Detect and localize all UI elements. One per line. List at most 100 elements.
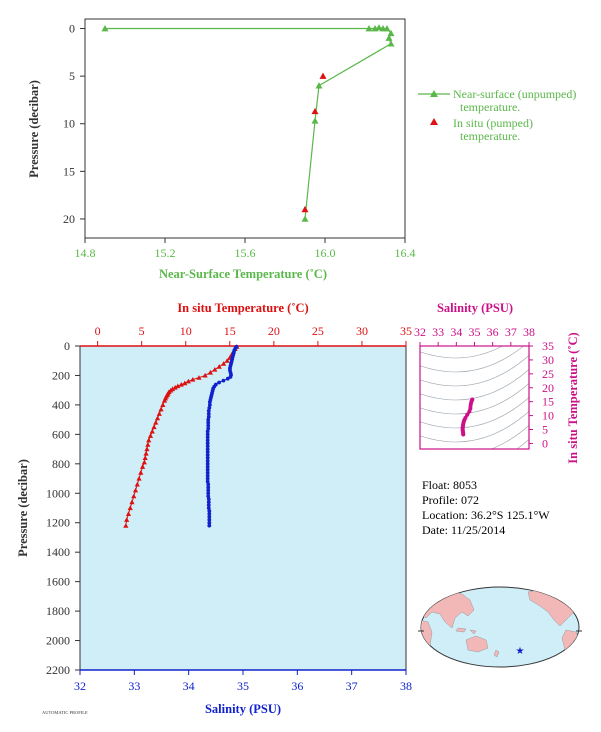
unpumped-temperature-line (105, 26, 392, 220)
temperature-profile-point (141, 459, 147, 465)
profile-number: Profile: 072 (422, 493, 479, 507)
temperature-profile-point (132, 487, 139, 493)
salinity-profile-point (205, 473, 210, 478)
pumped-temperature-point (311, 107, 319, 115)
temperature-profile-point (216, 364, 222, 369)
temperature-profile-point (185, 378, 191, 384)
profile-plot-area (79, 345, 407, 671)
legend-unpumped-marker (430, 90, 438, 97)
unpumped-temperature-point (311, 117, 319, 124)
salinity-axis-tick-label: 34 (183, 679, 195, 693)
temperature-profile-point (129, 499, 135, 505)
isopycnal-line (516, 439, 529, 449)
salinity-profile-point (206, 414, 211, 419)
temperature-axis-tick-label: 5 (139, 324, 145, 338)
salinity-profile-point (225, 376, 230, 381)
near-surface-y-axis-label: Pressure (decibar) (27, 80, 41, 178)
isopycnal-line (420, 397, 529, 429)
temperature-axis-tick-label: 25 (312, 324, 324, 338)
pumped-temperature-point (301, 205, 309, 213)
salinity-axis-tick-label: 36 (291, 679, 303, 693)
temperature-profile-point (153, 419, 159, 425)
temperature-profile-point (124, 517, 130, 522)
salinity-profile-point (206, 423, 211, 428)
legend-unpumped-label-cont: temperature. (460, 100, 520, 114)
ts-temperature-tick-label: 35 (542, 339, 554, 353)
temperature-profile-point (127, 505, 133, 511)
temperature-profile-point (221, 361, 227, 366)
footer-note: AUTOMATIC PROFILE (42, 710, 88, 715)
salinity-axis-tick-label: 38 (400, 679, 412, 693)
temperature-profile-point (139, 464, 146, 469)
salinity-profile-point (221, 378, 226, 383)
unpumped-temperature-point (387, 29, 395, 37)
salinity-profile-point (206, 503, 211, 507)
near-surface-x-tick-label: 16.0 (315, 246, 336, 260)
salinity-profile-point (206, 500, 211, 505)
temperature-profile-point (131, 493, 137, 499)
temperature-axis-tick-label: 10 (180, 324, 192, 338)
near-surface-y-tick-label: 5 (69, 69, 75, 83)
legend-pumped-label-cont: temperature. (460, 129, 520, 143)
salinity-profile-point (217, 380, 221, 385)
salinity-axis-tick-label: 37 (346, 679, 358, 693)
near-surface-y-tick-label: 0 (69, 22, 75, 36)
near-surface-x-tick-label: 14.8 (75, 246, 96, 260)
ts-temperature-tick-label: 30 (542, 353, 554, 367)
salinity-profile-point (205, 464, 210, 469)
salinity-profile-point (206, 494, 211, 499)
isopycnal-line (420, 411, 529, 443)
salinity-profile-point (205, 467, 210, 472)
salinity-profile-point (228, 375, 233, 379)
salinity-profile-point (205, 456, 210, 460)
near-surface-y-tick-label: 10 (63, 117, 75, 131)
ts-salinity-tick-label: 38 (523, 325, 535, 339)
salinity-profile-point (205, 435, 210, 440)
salinity-profile-point (207, 523, 212, 528)
salinity-profile-point (205, 429, 210, 434)
isopycnal-line (420, 383, 529, 415)
temperature-profile-point (224, 358, 230, 363)
pressure-axis-tick-label: 600 (52, 427, 70, 441)
salinity-axis-tick-label: 32 (74, 679, 86, 693)
salinity-profile-point (207, 509, 212, 513)
unpumped-temperature-point (385, 34, 393, 41)
temperature-profile-point (212, 366, 218, 372)
pressure-axis-tick-label: 2200 (46, 663, 70, 677)
location-map: ★ (418, 586, 582, 668)
temperature-profile-point (182, 380, 188, 386)
ts-temperature-tick-label: 20 (542, 381, 554, 395)
float-id: Float: 8053 (422, 478, 477, 492)
salinity-profile-point (205, 441, 210, 446)
isopycnal-line (420, 355, 529, 387)
temperature-axis-title: In situ Temperature (˚C) (177, 301, 308, 315)
salinity-profile-point (207, 511, 212, 516)
ts-salinity-title: Salinity (PSU) (437, 301, 513, 315)
salinity-profile-point (205, 453, 210, 457)
profile-date: Date: 11/25/2014 (422, 523, 505, 537)
near-surface-x-tick-label: 16.4 (395, 246, 416, 260)
salinity-profile-point (207, 514, 212, 519)
pumped-temperature-point (319, 72, 327, 79)
salinity-profile-point (206, 497, 211, 502)
salinity-profile-point (205, 476, 210, 481)
float-location: Location: 36.2°S 125.1°W (422, 508, 550, 522)
pressure-axis-tick-label: 1600 (46, 575, 70, 589)
ts-salinity-tick-label: 32 (414, 325, 426, 339)
temperature-profile-point (207, 369, 213, 375)
salinity-profile-point (207, 403, 212, 407)
legend-unpumped-label: Near-surface (unpumped) (453, 87, 576, 101)
isopycnal-line (490, 425, 529, 449)
unpumped-temperature-point (387, 40, 395, 47)
ts-temperature-title: In situ Temperature (˚C) (566, 332, 580, 463)
near-surface-plot-frame (84, 18, 406, 239)
salinity-profile-point (205, 438, 210, 443)
unpumped-temperature-point (383, 25, 391, 32)
pressure-axis-tick-label: 400 (52, 398, 70, 412)
temperature-profile-point (138, 470, 144, 475)
unpumped-temperature-point (301, 215, 309, 222)
near-surface-legend: Near-surface (unpumped) temperature. In … (418, 87, 576, 143)
temperature-profile-point (160, 402, 166, 407)
